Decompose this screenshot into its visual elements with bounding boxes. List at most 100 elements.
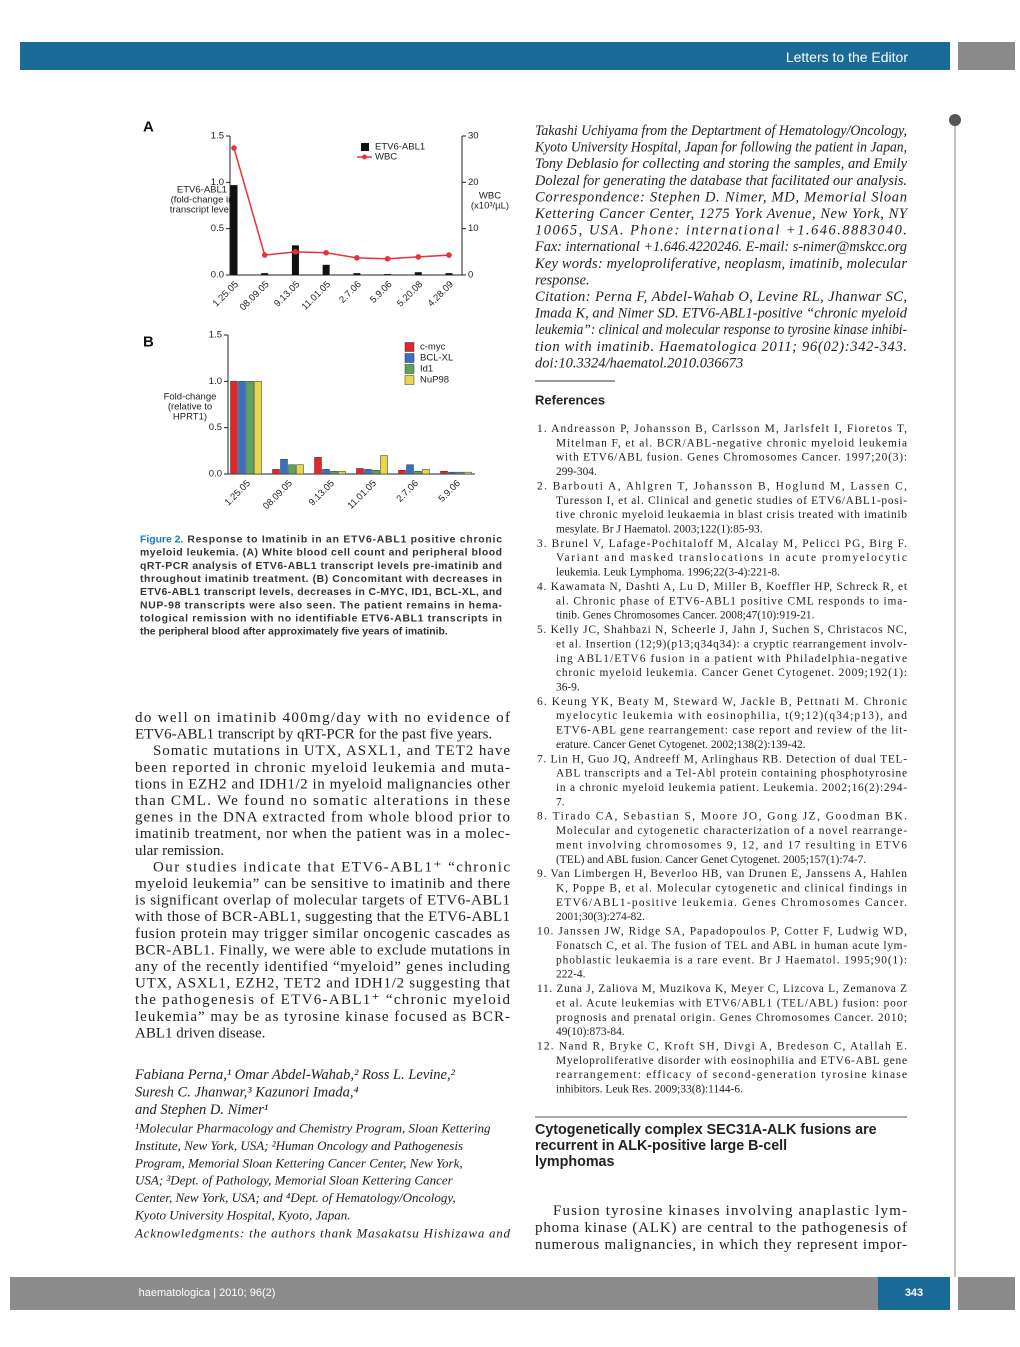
bar xyxy=(338,470,346,475)
bar xyxy=(291,245,299,275)
bar xyxy=(372,470,380,475)
bar xyxy=(322,469,330,475)
bar xyxy=(254,381,262,475)
citation-line: Citation: Perna F, Abdel-Wahab O, Levine… xyxy=(535,289,907,305)
y-tick-label: 20 xyxy=(468,177,479,188)
body-line: leukemia” may be as tyrosine kinase focu… xyxy=(135,1009,510,1025)
bar xyxy=(414,470,422,475)
reference-line: 2. Barbouti A, Ahlgren T, Johansson B, H… xyxy=(537,480,907,492)
x-tick-label: 08.09.05 xyxy=(238,279,272,313)
affiliation-line: Institute, New York, USA; ²Human Oncolog… xyxy=(134,1138,463,1153)
correspondence-line: 10065, USA. Phone: international +1.646.… xyxy=(535,223,907,239)
reference-line: ing ABL1/ETV6 fusion in a patient with P… xyxy=(556,653,907,665)
reference-line: rearrangement: efficacy of second-genera… xyxy=(556,1069,907,1081)
author-line: Fabiana Perna,¹ Omar Abdel-Wahab,² Ross … xyxy=(134,1067,456,1083)
bar xyxy=(448,471,456,475)
body-line: Fusion tyrosine kinases involving anapla… xyxy=(553,1203,907,1219)
acknowledgment-line: Dolezal for generating the database that… xyxy=(534,173,907,189)
reference-line: 222-4. xyxy=(556,969,586,981)
body-line: than CML. We found no somatic alteration… xyxy=(135,793,510,809)
reference-line: Mitelman F, et al. BCR/ABL-negative chro… xyxy=(556,437,907,449)
reference-line: phoblastic leukaemia is a rare event. Br… xyxy=(556,954,907,966)
bar xyxy=(272,469,280,475)
reference-line: erature. Cancer Genet Cytogenet. 2002;13… xyxy=(556,739,806,751)
y-tick-label: 1.5 xyxy=(209,330,222,341)
reference-line: inhibitors. Leuk Res. 2009;33(8):1144-6. xyxy=(556,1084,743,1096)
bar xyxy=(414,272,422,275)
reference-line: tive chronic myeloid leukaemia in blast … xyxy=(556,509,907,521)
caption-label: Figure 2. xyxy=(140,535,183,546)
reference-line: 7. xyxy=(556,796,565,808)
body-line: BCR-ABL1. Finally, we were able to exclu… xyxy=(135,942,511,958)
body-line: is significant overlap of molecular targ… xyxy=(135,893,510,909)
page-number: 343 xyxy=(905,1287,923,1299)
reference-line: 299-304. xyxy=(556,466,597,478)
reference-line: myelocytic leukemia with eosinophilia, t… xyxy=(556,710,907,722)
bar xyxy=(322,264,330,275)
legend-label: ETV6-ABL1 xyxy=(375,142,425,153)
axis-label: (x10³/µL) xyxy=(471,201,509,212)
axis-label: (fold-change in xyxy=(171,195,234,206)
legend-label: NuP98 xyxy=(420,375,449,386)
legend-swatch xyxy=(404,353,415,363)
bar xyxy=(296,464,304,475)
reference-line: ment involving chromosomes 9, 12, and 17… xyxy=(556,839,907,851)
article-title: lymphomas xyxy=(535,1154,614,1170)
reference-line: K, Poppe B, et al. Molecular cytogenetic… xyxy=(556,883,907,895)
section-title: Letters to the Editor xyxy=(786,49,909,65)
reference-line: tinib. Genes Chromosomes Cancer. 2008;47… xyxy=(556,610,815,622)
x-tick-label: 4.28.09 xyxy=(426,279,456,309)
footer-block xyxy=(958,1277,1015,1310)
legend-swatch xyxy=(361,143,369,151)
citation-line: tion with imatinib. Haematologica 2011; … xyxy=(535,339,907,355)
citation-line: Imada K, and Nimer SD. ETV6-ABL1-positiv… xyxy=(534,306,908,322)
reference-line: Variant and masked translocations in acu… xyxy=(556,552,907,564)
legend-swatch xyxy=(362,154,367,160)
y-tick-label: 10 xyxy=(468,223,479,234)
bar xyxy=(406,464,414,475)
line xyxy=(233,147,450,260)
body-line: Our studies indicate that ETV6-ABL1⁺ “ch… xyxy=(153,859,510,875)
x-tick-label: 5.9.06 xyxy=(368,279,394,305)
bar xyxy=(238,381,246,475)
bar xyxy=(280,458,288,475)
y-tick-label: 0.0 xyxy=(211,270,224,281)
legend-swatch xyxy=(404,342,415,352)
acknowledgment-line: Acknowledgments: the authors thank Masak… xyxy=(134,1226,511,1241)
caption-line: qRT-PCR analysis of ETV6-ABL1 transcript… xyxy=(140,561,502,572)
reference-line: 1. Andreasson P, Johansson B, Carlsson M… xyxy=(537,423,907,435)
body-line: myeloid leukemia” can be sensitive to im… xyxy=(135,876,510,892)
y-tick-label: 1.0 xyxy=(211,177,224,188)
x-tick-label: 2.7.06 xyxy=(337,279,363,305)
reference-line: 10. Janssen JW, Ridge SA, Papadopoulos P… xyxy=(537,926,907,938)
panel-label: A xyxy=(143,119,154,136)
citation-line: doi:10.3324/haematol.2010.036673 xyxy=(535,355,743,371)
axis-label: transcript level) xyxy=(170,205,234,216)
bar xyxy=(445,273,453,275)
x-tick-label: 5.9.06 xyxy=(436,478,462,504)
reference-line: leukemia. Leuk Lymphoma. 1996;22(3-4):22… xyxy=(556,567,780,579)
reference-line: 5. Kelly JC, Shahbazi N, Scheerle J, Jah… xyxy=(537,624,907,636)
bar xyxy=(364,469,372,475)
body-line: ABL1 driven disease. xyxy=(135,1025,265,1041)
reference-line: 2001;30(3):274-82. xyxy=(556,911,645,923)
body-line: UTX, ASXL1, EZH2, TET2 and IDH1/2 sugges… xyxy=(135,976,511,992)
bar xyxy=(353,273,361,275)
reference-line: mesylate. Br J Haematol. 2003;122(1):85-… xyxy=(556,524,763,536)
citation-line: leukemia”: clinical and molecular respon… xyxy=(535,322,907,338)
body-line: tions in EZH2 and IDH1/2 in myeloid mali… xyxy=(135,776,510,792)
reference-line: Turesson I, et al. Clinical and genetic … xyxy=(556,495,907,507)
article-title: recurrent in ALK-positive large B-cell xyxy=(535,1138,787,1154)
acknowledgment-line: Kyoto University Hospital, Japan for fol… xyxy=(534,140,907,156)
caption-line: throughout imatinib treatment. (B) Conco… xyxy=(140,574,502,585)
body-line: do well on imatinib 400mg/day with no ev… xyxy=(135,710,510,726)
reference-line: chronic myeloid leukemia. Cancer Genet C… xyxy=(556,667,907,679)
journal-name: haematologica | 2010; 96(2) xyxy=(139,1287,276,1299)
reference-line: 9. Van Limbergen H, Beverloo HB, van Dru… xyxy=(537,868,907,880)
bar xyxy=(380,455,388,475)
reference-line: (TEL) and ABL fusion. Cancer Genet Cytog… xyxy=(556,854,866,866)
y-tick-label: 1.0 xyxy=(209,376,222,387)
axis-label: WBC xyxy=(479,191,501,202)
